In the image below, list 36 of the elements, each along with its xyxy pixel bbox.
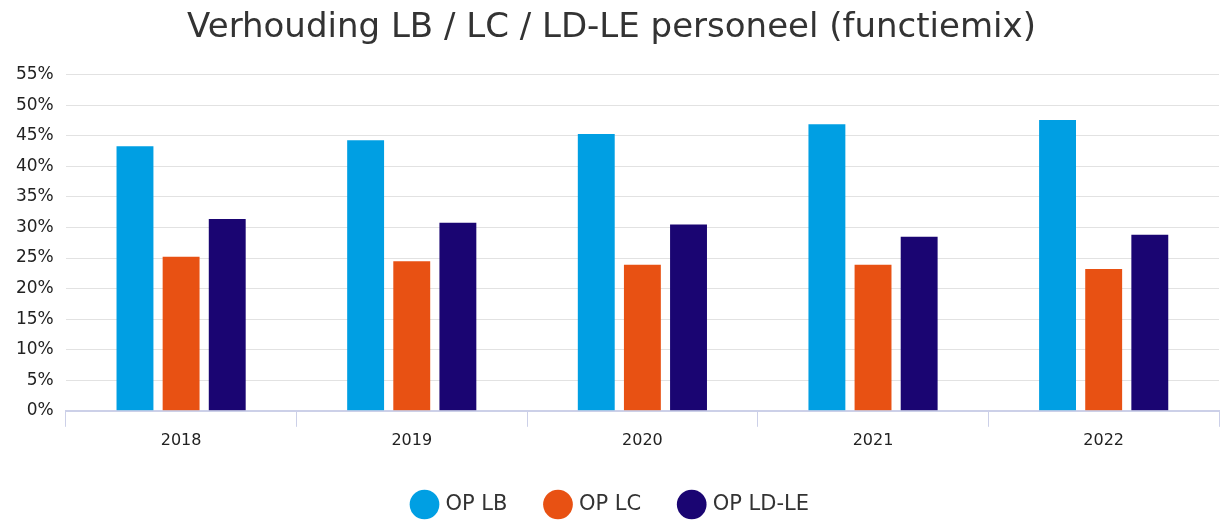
y-tick-label: 0%: [26, 399, 54, 420]
y-tick-label: 45%: [15, 124, 54, 145]
bar: [623, 264, 661, 411]
x-tick-label: 2022: [1083, 429, 1125, 449]
x-tick-label: 2021: [852, 429, 894, 449]
chart-title: Verhouding LB / LC / LD-LE personeel (functiemix): [187, 5, 1036, 46]
y-tick-label: 10%: [15, 338, 54, 359]
y-tick-label: 50%: [15, 93, 54, 114]
bar: [347, 140, 385, 411]
y-tick-label: 15%: [15, 307, 54, 328]
x-tick-label: 2020: [622, 429, 663, 449]
bar: [393, 261, 431, 411]
y-tick-label: 25%: [15, 246, 54, 267]
bar: [808, 124, 846, 411]
y-tick-label: 40%: [15, 154, 54, 175]
bar: [1085, 269, 1123, 411]
bar: [439, 222, 477, 411]
y-tick-label: 20%: [15, 277, 54, 298]
y-tick-label: 35%: [15, 185, 54, 206]
y-tick-label: 30%: [15, 215, 54, 236]
x-tick-label: 2018: [160, 429, 202, 449]
bar: [1131, 234, 1169, 411]
bar: [116, 146, 154, 411]
legend-label: OP LB: [445, 490, 508, 515]
x-tick-label: 2019: [391, 429, 433, 449]
y-tick-label: 55%: [15, 63, 54, 84]
bar: [670, 224, 707, 411]
y-tick-label: 5%: [26, 368, 54, 389]
legend-label: OP LC: [578, 490, 642, 515]
bar: [1039, 120, 1076, 411]
bar: [854, 264, 892, 411]
bar: [577, 134, 615, 411]
bar: [208, 218, 246, 411]
bar: [900, 236, 938, 411]
bar: [162, 256, 200, 411]
legend-label: OP LD-LE: [712, 490, 810, 515]
